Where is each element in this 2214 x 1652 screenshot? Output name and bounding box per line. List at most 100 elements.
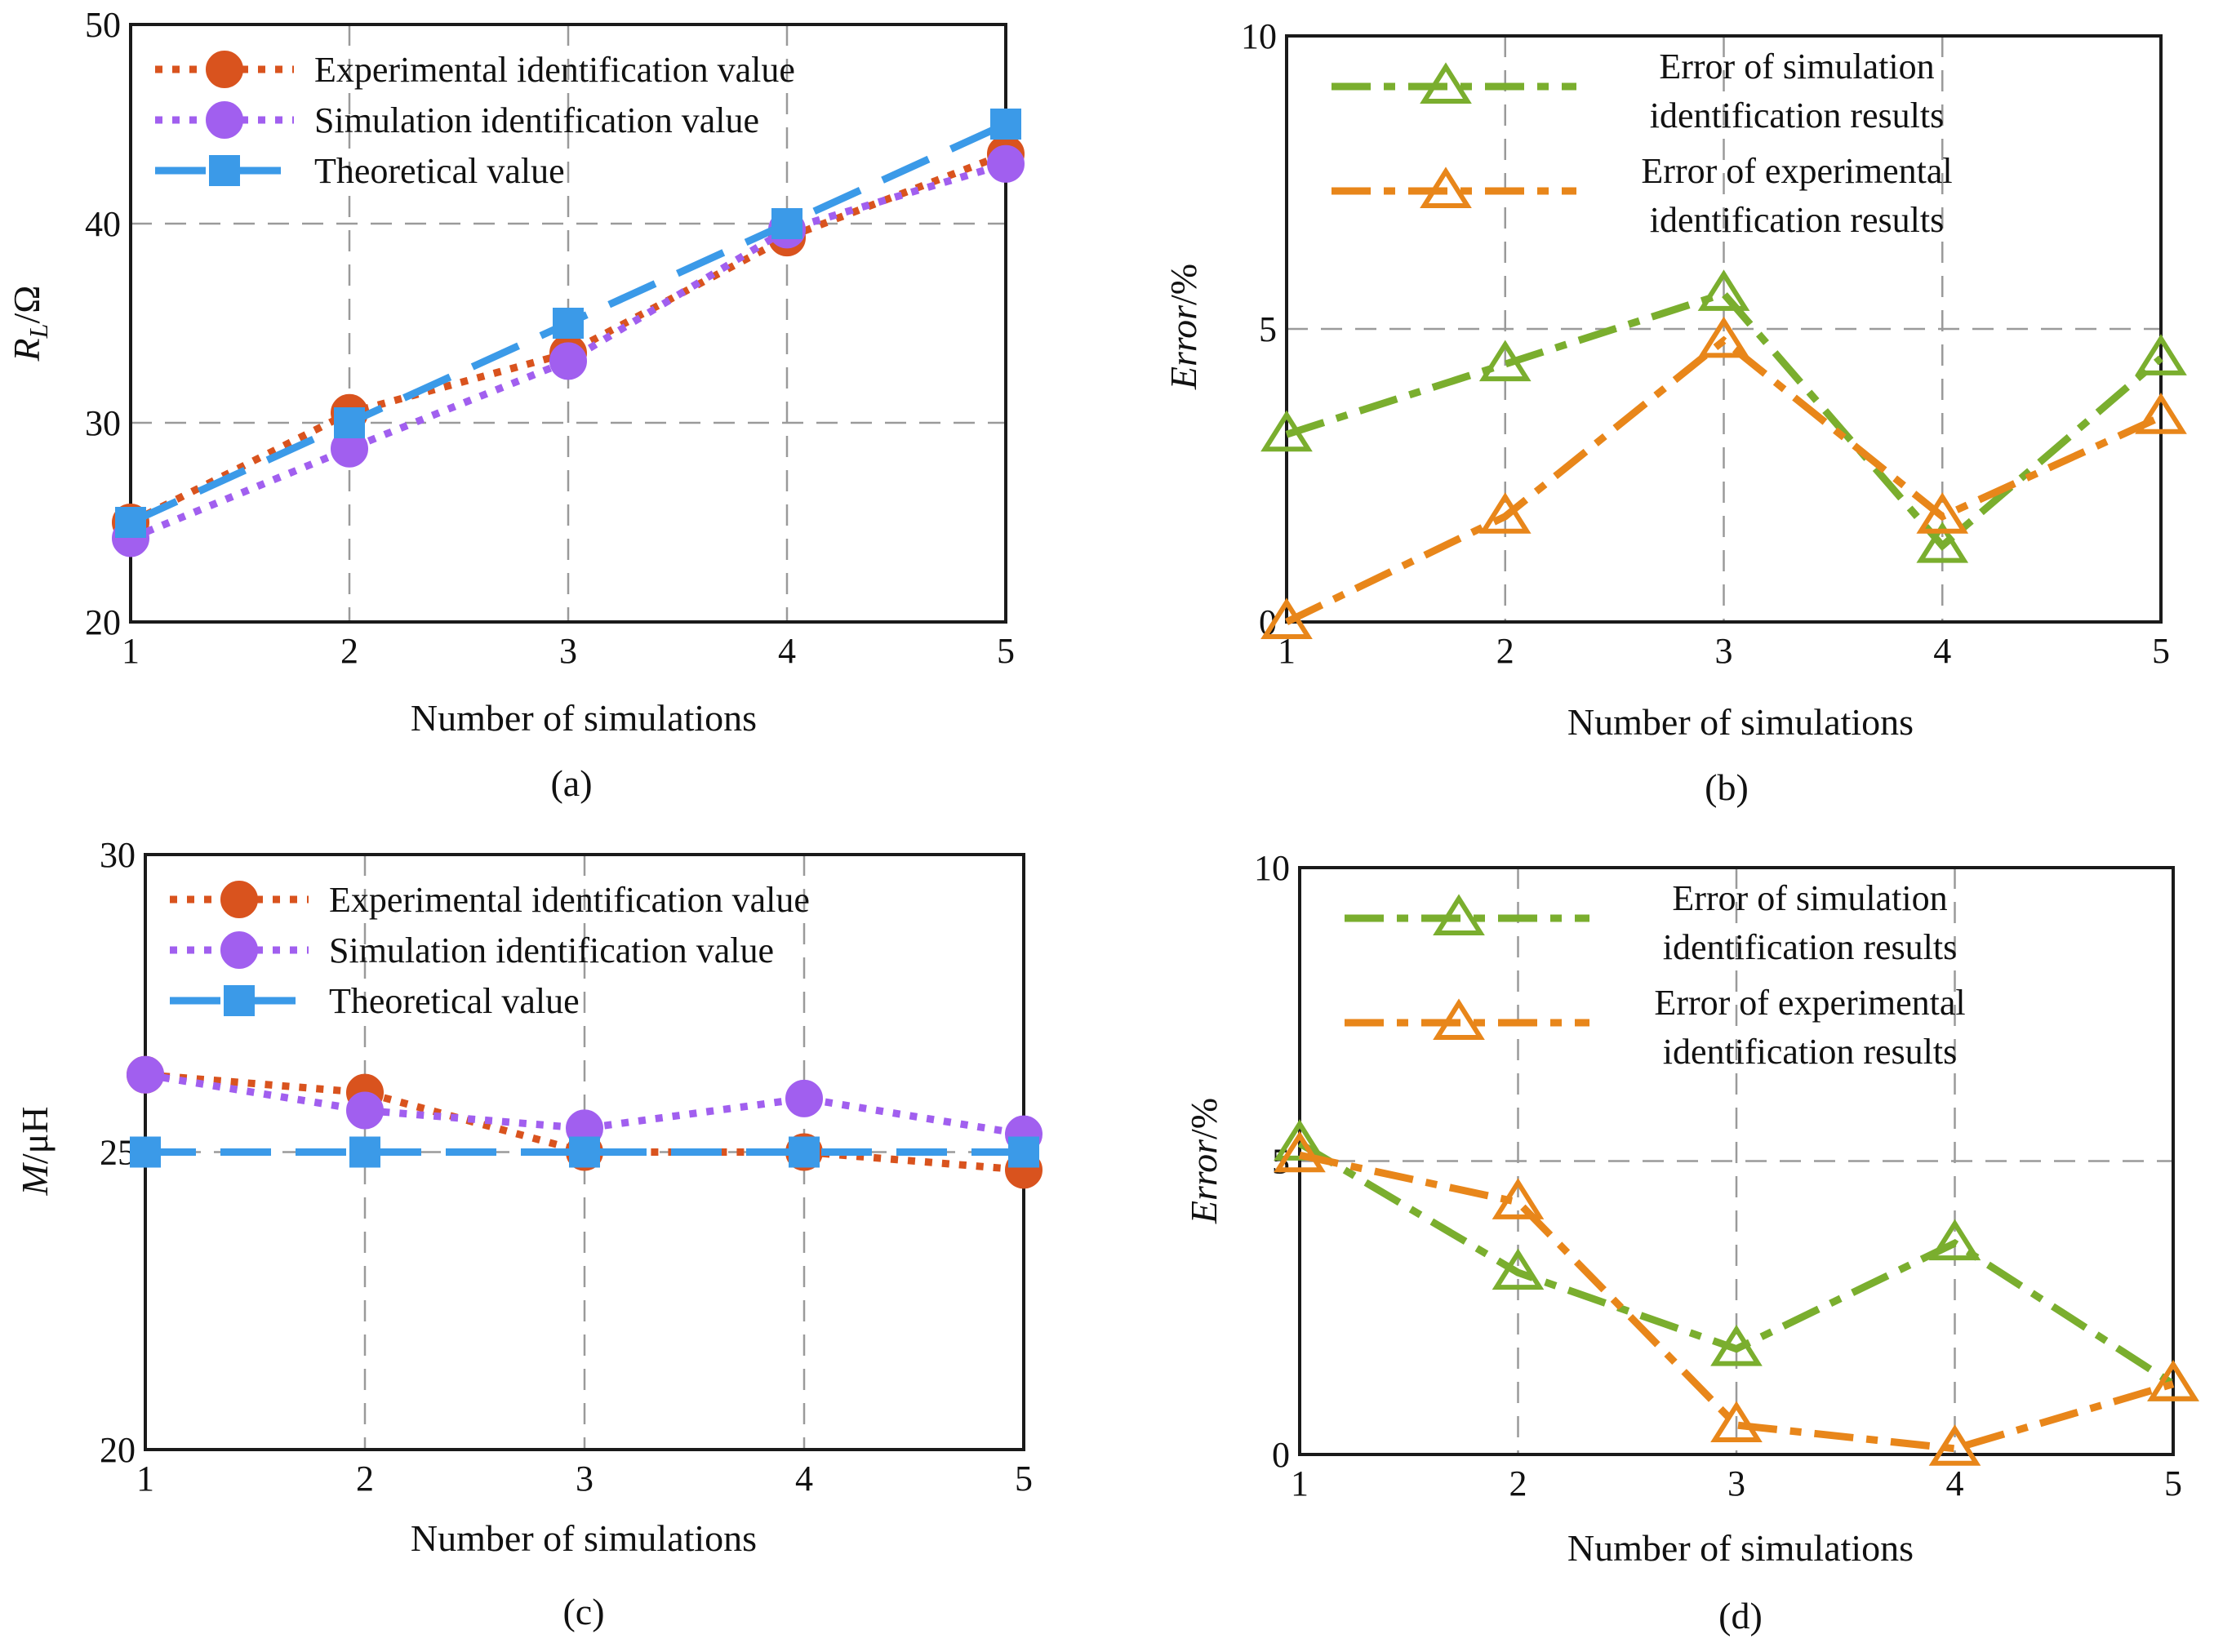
y-axis-label-unit: /μH <box>14 1107 56 1165</box>
series-line <box>144 1071 1025 1139</box>
data-point <box>1928 1219 1981 1261</box>
legend-label: Theoretical value <box>314 151 565 191</box>
y-tick-label: 5 <box>1259 309 1277 349</box>
x-tick-label: 2 <box>1509 1463 1527 1503</box>
y-tick-label: 0 <box>1272 1435 1290 1475</box>
y-axis-label-unit: /% <box>1183 1098 1225 1139</box>
legend: Error of simulation identification result… <box>1345 878 1966 1072</box>
legend-marker <box>220 881 258 918</box>
x-tick-label: 2 <box>356 1459 374 1499</box>
data-point <box>334 407 365 438</box>
y-tick-label: 30 <box>85 403 121 443</box>
legend: Experimental identification value Simulat… <box>155 50 795 191</box>
legend-label: Experimental identification value <box>329 880 810 920</box>
panel-caption: (d) <box>1718 1595 1763 1636</box>
x-tick-label: 5 <box>1015 1459 1033 1499</box>
data-point <box>785 1079 823 1117</box>
y-tick-label: 40 <box>85 204 121 244</box>
series-2 <box>1260 316 2187 639</box>
x-tick-label: 4 <box>795 1459 813 1499</box>
data-point <box>1928 1424 1981 1466</box>
series-3 <box>115 109 1021 538</box>
legend-marker <box>220 931 258 969</box>
data-point <box>771 208 802 239</box>
legend-label: identification results <box>1650 200 1944 240</box>
y-axis-label-unit: /% <box>1163 264 1204 305</box>
y-axis-label-unit: /Ω <box>6 286 47 324</box>
data-point <box>127 1055 164 1094</box>
x-tick-label: 1 <box>122 631 140 671</box>
data-point <box>549 342 587 380</box>
x-tick-label: 1 <box>1278 631 1296 671</box>
y-tick-label: 20 <box>100 1430 136 1470</box>
data-point <box>1478 340 1532 382</box>
y-axis-label: RL/Ω <box>6 286 53 362</box>
legend-label: Error of simulation <box>1659 47 1934 87</box>
panel-caption: (a) <box>550 762 592 804</box>
y-tick-label: 10 <box>1254 848 1290 888</box>
x-axis-label: Number of simulations <box>411 697 757 739</box>
data-point <box>1274 1130 1326 1173</box>
y-axis-label-symbol: Error <box>1163 304 1204 390</box>
legend-label: Simulation identification value <box>314 100 759 140</box>
y-axis-label-symbol: Error <box>1183 1139 1225 1224</box>
y-axis-label: Error/% <box>1183 1098 1225 1224</box>
y-tick-label: 50 <box>85 5 121 45</box>
legend-marker <box>1433 894 1485 935</box>
legend: Error of simulation identification result… <box>1332 47 1953 240</box>
data-point <box>990 109 1021 140</box>
data-point <box>346 1091 384 1130</box>
y-axis-label-subscript: L <box>24 324 53 340</box>
data-point <box>789 1136 820 1168</box>
data-point <box>987 144 1025 183</box>
chart-panel-a: 1 2 3 4 5 20 30 40 50 Number of simulations RL/Ω (a… <box>6 5 1025 804</box>
data-point <box>1478 492 1532 534</box>
chart-panel-c: 1 2 3 4 5 20 25 30 Number of simulations M/μH (c) E… <box>14 835 1043 1632</box>
chart-panel-b: 1 2 3 4 5 0 5 10 Number of simulations Error/% (b)… <box>1163 16 2187 808</box>
x-axis-label: Number of simulations <box>1567 1527 1914 1569</box>
x-tick-label: 4 <box>778 631 796 671</box>
legend-marker <box>206 51 243 88</box>
y-tick-label: 10 <box>1241 16 1277 56</box>
legend-label: identification results <box>1650 95 1944 135</box>
data-point <box>1710 1324 1763 1366</box>
legend-label: Simulation identification value <box>329 930 774 970</box>
y-tick-label: 0 <box>1259 602 1277 642</box>
x-tick-label: 3 <box>1715 631 1733 671</box>
legend-marker <box>1420 62 1472 104</box>
series-line <box>129 160 1007 542</box>
legend-label: Error of experimental <box>1641 151 1952 191</box>
x-axis-label: Number of simulations <box>1567 701 1914 743</box>
data-point <box>115 507 146 538</box>
x-tick-label: 5 <box>2152 631 2170 671</box>
data-point <box>1697 316 1750 358</box>
legend-label: Error of simulation <box>1672 878 1947 918</box>
panel-caption: (b) <box>1705 766 1749 808</box>
data-point <box>1492 1248 1545 1290</box>
legend-marker <box>209 155 240 186</box>
data-point <box>2147 1360 2199 1401</box>
data-point <box>1260 410 1313 452</box>
legend-marker <box>1420 167 1472 208</box>
plot-frame <box>1298 866 2175 1456</box>
data-point <box>2135 334 2187 375</box>
legend-label: identification results <box>1663 1032 1957 1072</box>
legend-marker <box>224 985 255 1016</box>
legend-label: Error of experimental <box>1654 983 1965 1023</box>
data-point <box>1916 492 1969 534</box>
series-line <box>1297 1140 2176 1388</box>
data-point <box>1697 269 1750 311</box>
series-line <box>1285 335 2163 626</box>
data-point <box>1710 1401 1763 1443</box>
panel-caption: (c) <box>562 1591 604 1632</box>
y-axis-label-symbol: R <box>6 338 47 362</box>
series-2 <box>1274 1130 2199 1466</box>
x-tick-label: 1 <box>136 1459 154 1499</box>
data-point <box>1916 522 1969 563</box>
data-point <box>1492 1178 1545 1219</box>
plot-frame <box>129 23 1007 624</box>
x-tick-label: 2 <box>1496 631 1514 671</box>
x-tick-label: 3 <box>1727 1463 1745 1503</box>
